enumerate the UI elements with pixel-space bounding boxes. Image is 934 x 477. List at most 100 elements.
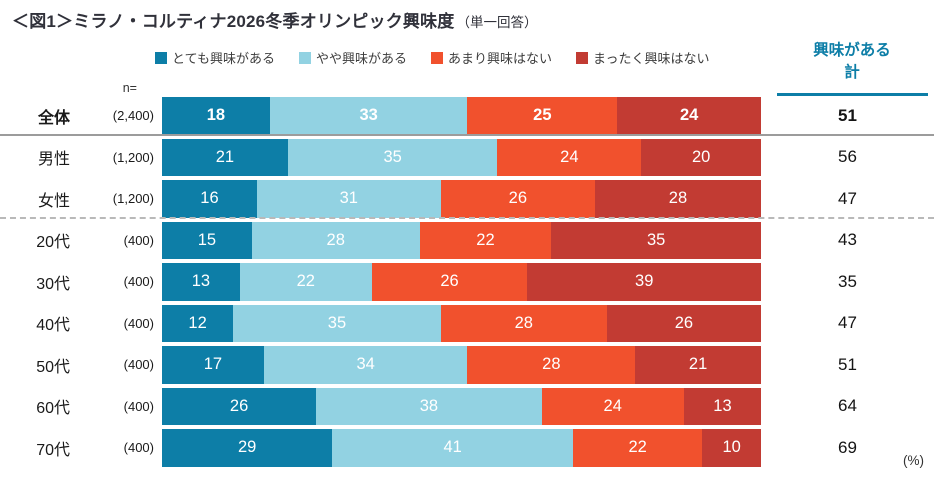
legend-item: あまり興味はない (430, 48, 552, 67)
bar-segment: 22 (239, 263, 372, 301)
bar-segment-value: 13 (713, 396, 732, 415)
table-row: 40代 (400) 12 35 28 26 47 (0, 303, 934, 345)
bar-segment: 22 (573, 429, 703, 467)
bar-segment: 26 (606, 304, 762, 342)
bar-segment: 38 (316, 387, 542, 425)
bar-segment: 25 (467, 97, 618, 135)
bar-segment: 16 (162, 180, 257, 218)
row-group-separator-solid (0, 134, 934, 136)
row-total-value: 35 (838, 271, 857, 291)
row-category-label: 30代 (36, 275, 70, 293)
bar-segment-value: 35 (383, 147, 402, 166)
row-total-value: 47 (838, 188, 857, 208)
bar-segment-value: 22 (296, 272, 315, 291)
bar-segment-value: 31 (339, 189, 358, 208)
table-row: 70代 (400) 29 41 22 10 69 (0, 427, 934, 469)
bar-segment-value: 17 (203, 355, 223, 374)
bar-segment-value: 28 (668, 189, 688, 208)
bar-segment: 13 (683, 387, 761, 425)
stacked-bar: 15 28 22 35 (162, 221, 761, 259)
bar-segment: 15 (162, 221, 252, 259)
legend-swatch-icon (576, 51, 588, 64)
row-total-value: 69 (838, 437, 857, 457)
legend: とても興味がある やや興味がある あまり興味はない まったく興味はない (155, 48, 775, 67)
row-category-label: 70代 (36, 441, 70, 459)
row-category-label: 女性 (37, 192, 70, 210)
bar-segment-value: 24 (603, 396, 622, 415)
bar-segment-value: 28 (514, 313, 533, 332)
row-total-value: 43 (838, 230, 857, 250)
bar-segment-value: 24 (560, 147, 579, 166)
bar-segment-value: 12 (188, 313, 207, 332)
stacked-bar: 17 34 28 21 (162, 346, 761, 384)
chart-title: ＜図1＞ミラノ・コルティナ2026冬季オリンピック興味度 （単一回答） (12, 7, 538, 32)
row-category-label: 全体 (37, 109, 70, 127)
bar-segment-value: 13 (191, 272, 211, 291)
summary-column-header: 興味がある 計 (813, 42, 891, 82)
bar-segment: 20 (641, 138, 762, 176)
row-category-label: 50代 (36, 358, 70, 376)
bar-segment-value: 38 (419, 396, 439, 415)
bar-segment-value: 26 (508, 189, 528, 208)
stacked-bar: 26 38 24 13 (162, 387, 761, 425)
bar-segment-value: 39 (635, 272, 654, 291)
bar-segment: 28 (251, 221, 420, 259)
bar-segment: 39 (527, 263, 761, 301)
bar-segment: 10 (702, 429, 761, 467)
row-total-value: 51 (838, 105, 857, 125)
bar-segment-value: 18 (206, 106, 226, 125)
bar-segment-value: 29 (237, 438, 257, 457)
row-sample-size: (400) (123, 398, 154, 414)
row-total-value: 64 (838, 396, 857, 416)
row-sample-size: (400) (123, 315, 154, 331)
bar-segment-value: 33 (359, 106, 378, 125)
bar-segment: 29 (162, 429, 333, 467)
bar-segment-value: 16 (200, 189, 219, 208)
bar-segment: 24 (541, 387, 684, 425)
row-category-label: 60代 (36, 400, 70, 418)
row-sample-size: (400) (123, 357, 154, 373)
row-sample-size: (400) (123, 440, 154, 456)
row-category-label: 40代 (36, 317, 70, 335)
legend-label: とても興味がある (172, 51, 275, 66)
bar-segment: 28 (467, 346, 636, 384)
bar-segment-value: 22 (628, 438, 647, 457)
legend-item: とても興味がある (155, 48, 275, 67)
bar-segment: 34 (263, 346, 468, 384)
unit-label: (%) (903, 453, 924, 468)
bar-segment-value: 24 (679, 106, 699, 125)
bar-segment-value: 26 (229, 396, 249, 415)
bar-segment-value: 35 (646, 230, 666, 249)
bar-segment: 26 (162, 387, 317, 425)
bar-rows: 全体 (2,400) 18 33 25 24 51 男性 (1,200) 21 35 24… (0, 95, 934, 469)
legend-swatch-icon (298, 51, 311, 64)
row-sample-size: (2,400) (112, 108, 154, 124)
bar-segment-value: 26 (440, 272, 459, 291)
legend-swatch-icon (430, 51, 443, 64)
stacked-bar: 18 33 25 24 (162, 97, 761, 135)
table-row: 20代 (400) 15 28 22 35 43 (0, 220, 934, 262)
row-sample-size: (1,200) (112, 191, 154, 207)
chart-title-suffix: （単一回答） (456, 15, 538, 30)
bar-segment: 35 (551, 221, 761, 259)
stacked-bar: 21 35 24 20 (162, 138, 762, 176)
bar-segment-value: 10 (722, 438, 741, 457)
bar-segment-value: 22 (476, 230, 495, 249)
stacked-bar: 12 35 28 26 (162, 304, 762, 342)
bar-segment: 21 (635, 346, 761, 384)
bar-segment-value: 20 (691, 147, 711, 166)
n-column-header: n= (122, 81, 137, 95)
bar-segment: 21 (162, 138, 288, 176)
bar-segment: 22 (419, 221, 552, 259)
bar-segment: 26 (371, 263, 528, 301)
bar-segment: 26 (440, 180, 595, 218)
bar-segment: 35 (233, 304, 441, 342)
bar-segment-value: 28 (326, 230, 345, 249)
row-total-value: 47 (838, 313, 857, 333)
summary-header-underline (777, 93, 928, 96)
legend-label: あまり興味はない (447, 51, 552, 66)
table-row: 30代 (400) 13 22 26 39 35 (0, 261, 934, 303)
bar-segment: 18 (162, 97, 270, 135)
row-category-label: 20代 (36, 234, 70, 252)
bar-segment-value: 15 (197, 230, 217, 249)
